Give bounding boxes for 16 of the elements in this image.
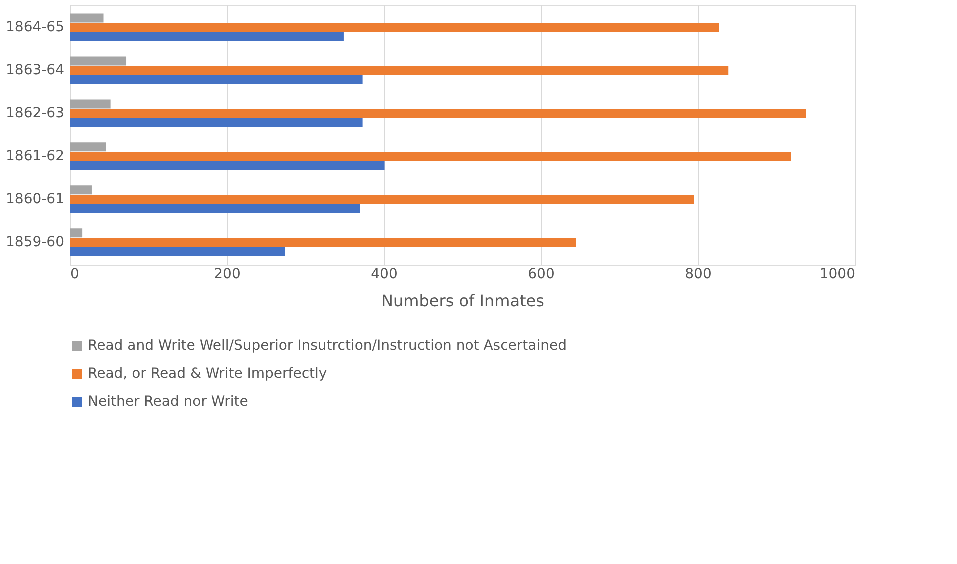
- y-tick-label: 1863-64: [6, 62, 65, 79]
- y-tick-label: 1864-65: [6, 20, 64, 36]
- legend-label: Read and Write Well/Superior Insutrction/Instruction not Ascertained: [88, 338, 568, 354]
- x-tick-label: 400: [371, 266, 398, 282]
- x-tick-label: 0: [70, 266, 80, 282]
- y-tick-label: 1861-62: [6, 148, 64, 164]
- y-tick-label: 1862-63: [6, 106, 64, 122]
- legend-label: Neither Read nor Write: [88, 394, 248, 410]
- y-tick-label: 1860-61: [6, 191, 64, 208]
- x-tick-label: 800: [685, 266, 712, 282]
- x-axis-title: Numbers of Inmates: [382, 292, 544, 310]
- y-tick-label: 1859-60: [6, 234, 64, 250]
- x-tick-label: 1000: [820, 266, 856, 282]
- x-tick-label: 600: [528, 266, 555, 282]
- x-tick-label: 200: [214, 266, 241, 282]
- legend-label: Read, or Read & Write Imperfectly: [88, 366, 328, 382]
